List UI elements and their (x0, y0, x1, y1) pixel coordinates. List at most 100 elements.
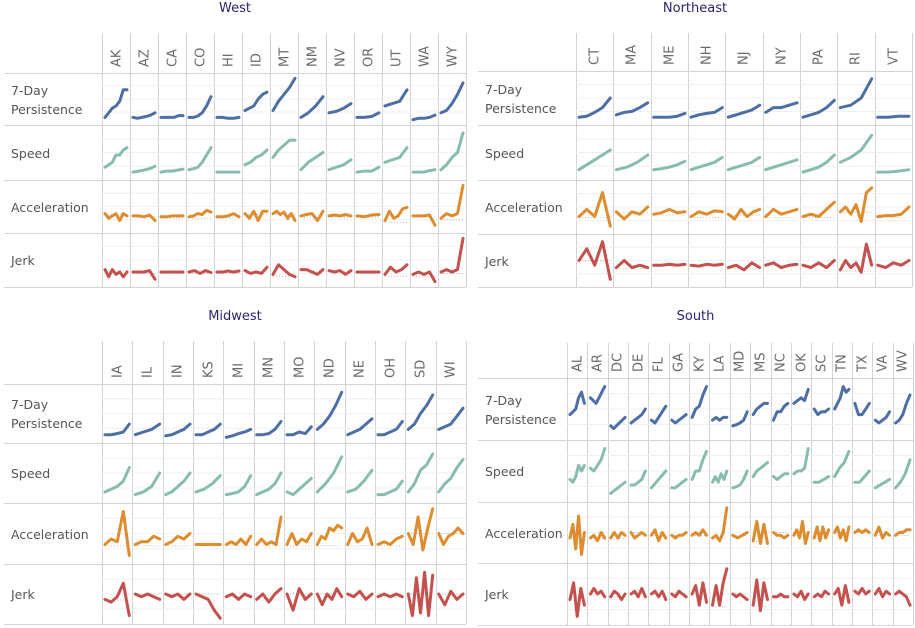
sparkline-jerk-ma (614, 259, 650, 270)
column-header-ri: RI (837, 33, 874, 287)
panel-title: Northeast (662, 1, 728, 16)
sparkline-acceleration-ak (103, 212, 129, 223)
sparkline-speed-ca (159, 167, 185, 174)
sparkline-acceleration-mt (271, 209, 297, 223)
sparkline-persistence-or (355, 111, 381, 119)
sparkline-speed-ga (670, 477, 688, 490)
sparkline-jerk-wy (439, 236, 465, 274)
sparkline-speed-mn (255, 471, 283, 497)
sparkline-persistence-ar (588, 385, 607, 405)
sparkline-acceleration-nv (327, 213, 353, 218)
sparkline-acceleration-id (243, 209, 269, 223)
sparkline-persistence-nj (726, 103, 762, 119)
state-label: OH (383, 357, 399, 378)
state-label: IL (140, 366, 156, 378)
sparkline-persistence-ok (792, 387, 810, 405)
sparkline-grid (102, 390, 466, 620)
row-label-speed: Speed (4, 443, 466, 503)
sparkline-acceleration-ia (103, 510, 131, 557)
column-header-id: ID (242, 33, 270, 287)
column-header-az: AZ (130, 33, 158, 287)
row-label-persistence: 7-Day Persistence (4, 73, 466, 125)
sparkline-acceleration-hi (215, 212, 241, 219)
state-label: FL (651, 357, 667, 372)
sparkline-jerk-mo (285, 587, 313, 612)
sparkline-jerk-oh (376, 592, 404, 599)
column-header-nj: NJ (725, 33, 762, 287)
column-header-mi: MI (223, 341, 253, 624)
sparkline-persistence-ks (194, 422, 222, 437)
sparkline-speed-ks (194, 474, 222, 494)
sparkline-speed-ct (577, 148, 612, 172)
sparkline-persistence-il (133, 422, 162, 437)
row-label-jerk: Jerk (478, 234, 912, 287)
row-label-acceleration: Acceleration (478, 180, 912, 234)
sparkline-acceleration-nj (726, 207, 762, 221)
sparkline-persistence-mo (285, 425, 313, 437)
sparkline-jerk-ks (194, 592, 222, 620)
sparkline-jerk-ri (838, 242, 874, 274)
sparkline-acceleration-ct (577, 191, 612, 228)
row-label-jerk: Jerk (4, 564, 466, 624)
sparkline-jerk-al (568, 581, 586, 618)
sparkline-acceleration-ne (346, 526, 374, 546)
sparkline-jerk-ga (670, 589, 688, 599)
sparkline-jerk-ne (346, 589, 374, 601)
column-header-ne: NE (344, 341, 375, 624)
sparkline-acceleration-ms (751, 520, 769, 545)
state-label: VA (875, 355, 891, 372)
column-header-tx: TX (851, 343, 872, 625)
sparkline-persistence-wy (439, 81, 465, 115)
column-header-nv: NV (326, 33, 354, 287)
state-label: WI (443, 361, 459, 378)
sparkline-acceleration-mn (255, 515, 283, 546)
panel-title: West (219, 1, 251, 16)
state-label: AL (570, 355, 586, 372)
row-label-text: Jerk (11, 587, 35, 602)
column-header-ia: IA (102, 341, 132, 624)
sparkline-speed-ia (103, 466, 131, 494)
panel-title: South (676, 309, 715, 324)
sparkline-jerk-nd (315, 587, 344, 607)
sparkline-persistence-al (568, 390, 586, 417)
sparkline-persistence-nm (299, 95, 325, 119)
sparkline-acceleration-la (711, 506, 729, 543)
sparkline-acceleration-tn (833, 525, 851, 543)
column-header-nm: NM (298, 33, 326, 287)
sparkline-persistence-ut (383, 88, 409, 108)
sparkline-grid (102, 76, 466, 284)
column-header-tn: TN (831, 343, 852, 625)
sparkline-jerk-pa (801, 259, 836, 270)
sparkline-speed-id (243, 148, 269, 167)
sparkline-speed-ri (838, 133, 874, 164)
column-header-md: MD (729, 343, 750, 625)
state-label: OK (794, 353, 810, 372)
sparkline-persistence-co (187, 95, 213, 119)
sparkline-persistence-ia (103, 422, 131, 437)
sparkline-persistence-ny (764, 101, 799, 114)
sparkline-jerk-ar (588, 586, 607, 599)
sparkline-jerk-co (187, 269, 213, 275)
sparkline-jerk-nh (689, 262, 724, 268)
sparkline-speed-nd (315, 455, 344, 494)
sparkline-speed-wv (894, 458, 912, 490)
sparkline-persistence-nd (315, 390, 344, 431)
state-label: TX (855, 355, 871, 372)
sparkline-persistence-va (873, 410, 892, 425)
sparkline-acceleration-ca (159, 214, 185, 219)
sparkline-acceleration-ok (792, 520, 810, 545)
state-label: KY (692, 355, 708, 372)
column-header-in: IN (162, 341, 193, 624)
sparkline-jerk-ut (383, 263, 409, 276)
region-panel-midwest: Midwest IA IL IN KS MI MN MO ND NE OH SD WI 7-Day Per… (4, 0, 467, 628)
sparkline-speed-mi (224, 474, 253, 497)
panel-title: Midwest (208, 309, 262, 324)
sparkline-persistence-nv (327, 102, 353, 115)
sparkline-speed-nj (726, 155, 762, 172)
sparkline-jerk-sd (406, 570, 435, 618)
state-label: NE (352, 360, 368, 378)
sparkline-persistence-mt (271, 76, 297, 112)
row-label-acceleration: Acceleration (478, 502, 913, 563)
sparkline-acceleration-me (652, 207, 687, 216)
sparkline-jerk-id (243, 265, 269, 275)
